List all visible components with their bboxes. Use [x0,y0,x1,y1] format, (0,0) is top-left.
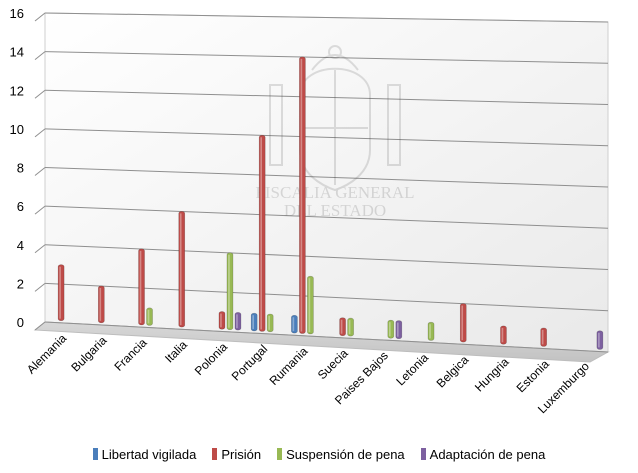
x-tick-label: Francia [111,335,149,373]
bar-prision-hungria [500,325,507,345]
x-tick-label: Portugal [229,342,271,384]
legend-label: Adaptación de pena [429,446,546,462]
bar-suspension-de-pena-rumania [307,275,314,335]
legend-item-suspension-de-pena: Suspensión de pena [277,443,405,465]
bar-libertad-vigilada-portugal [250,312,258,332]
grid-lines [34,12,609,353]
chart-bars [57,56,604,350]
bar-prision-belgica [459,303,467,343]
watermark-line-2: DEL ESTADO [284,201,386,220]
grid-line [44,12,609,23]
grid-line-side [34,244,46,254]
x-tick-label: Rumania [267,344,311,388]
x-tick-label: Alemania [24,331,70,377]
x-tick-label: Bulgaria [68,333,109,374]
bar-adaptacion-de-pena-luxemburgo [596,330,604,350]
bar-suspension-de-pena-portugal [266,313,274,333]
bar-prision-francia [138,248,145,326]
bar-prision-estonia [540,327,547,347]
bar-prision-portugal [258,134,266,332]
x-tick-label: Hungria [472,355,512,395]
grid-line-side [34,167,46,176]
grid-line [44,128,609,147]
bar-prision-polonia [218,311,226,330]
grid-line-side [34,321,46,331]
bar-suspension-de-pena-suecia [347,317,354,337]
bar-adaptacion-de-pena-paises-bajos [395,320,403,339]
grid-line [44,89,609,105]
y-tick-label: 0 [17,315,24,330]
bar-prision-alemania [57,264,65,321]
grid-line [44,244,609,270]
grid-line [44,205,609,229]
legend-label: Prisión [221,446,262,462]
y-tick-label: 6 [17,199,24,214]
bar-libertad-vigilada-rumania [291,314,298,334]
bar-prision-italia [178,211,186,328]
y-tick-label: 14 [10,45,24,60]
bar-prision-bulgaria [98,285,105,324]
grid-line-side [34,89,46,99]
watermark-line-1: FISCALIA GENERAL [255,183,414,202]
legend-swatch-suspension-de-pena [277,448,283,460]
x-tick-label: Italia [162,337,190,365]
legend-swatch-libertad-vigilada [92,448,98,460]
bar-suspension-de-pena-paises-bajos [387,319,395,339]
grid-line-side [34,12,46,22]
legend-swatch-prision [212,448,218,460]
chart-legend: Libertad vigilada Prisión Suspensión de pe… [0,443,638,465]
y-tick-label: 12 [10,83,24,98]
y-tick-label: 2 [17,276,24,291]
legend-label: Libertad vigilada [101,446,197,462]
bar-suspension-de-pena-francia [146,307,153,326]
y-tick-label: 16 [10,6,24,21]
grid-line-side [34,128,46,138]
legend-item-libertad-vigilada: Libertad vigilada [92,443,197,465]
grid-line-side [34,282,46,292]
grid-line [44,321,609,353]
legend-item-prision: Prisión [212,443,261,465]
legend-swatch-adaptacion-de-pena [420,448,426,460]
x-tick-label: Suecia [315,346,351,382]
grid-line [44,167,609,188]
bar-prision-suecia [339,317,346,336]
grid-line-side [34,205,46,215]
legend-label: Suspensión de pena [286,446,405,462]
x-tick-label: Belgica [434,352,472,390]
bar-suspension-de-pena-polonia [226,252,234,330]
bar-suspension-de-pena-letonia [427,321,435,341]
grid-line [44,51,609,64]
y-axis-labels: 0 2 4 6 8 10 12 14 16 [10,6,24,330]
y-tick-label: 10 [10,122,24,137]
bar-chart: 0 2 4 6 8 10 12 14 16 FISCALIA GENERAL DEL ESTAD… [10,6,610,416]
y-tick-label: 8 [17,161,24,176]
bar-prision-rumania [299,56,306,334]
y-tick-label: 4 [17,238,24,253]
x-tick-label: Letonia [393,350,431,388]
x-tick-label: Polonia [192,340,230,378]
grid-line-side [34,51,46,61]
legend-item-adaptacion-de-pena: Adaptación de pena [420,443,546,465]
coat-of-arms-icon [269,45,401,192]
x-tick-label: Estonia [514,357,552,395]
watermark: FISCALIA GENERAL DEL ESTADO [255,45,415,220]
bar-adaptacion-de-pena-polonia [234,312,242,331]
